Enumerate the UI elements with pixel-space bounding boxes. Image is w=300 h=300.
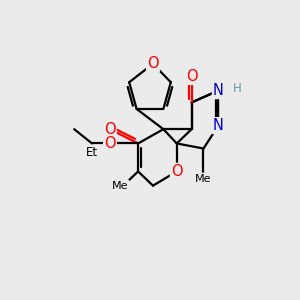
Text: O: O [186, 69, 197, 84]
Text: Me: Me [112, 181, 128, 191]
Text: H: H [233, 82, 242, 95]
Text: O: O [104, 122, 116, 137]
Text: Et: Et [86, 146, 98, 159]
Text: N: N [213, 83, 224, 98]
Text: N: N [213, 118, 224, 133]
Text: O: O [171, 164, 183, 179]
Text: O: O [104, 136, 116, 151]
Text: Me: Me [195, 173, 212, 184]
Text: O: O [147, 56, 159, 71]
